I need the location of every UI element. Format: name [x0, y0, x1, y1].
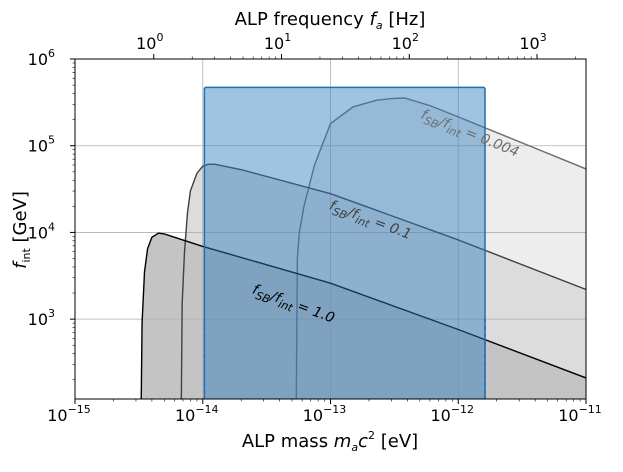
- x-tick-label-1: 10−14: [175, 403, 219, 425]
- series-label-0-sub2: int: [444, 123, 463, 141]
- x-tick-label-0: 10−15: [47, 403, 91, 425]
- y-tick-label-3: 106: [28, 47, 55, 69]
- series-label-0-sub1: SB: [422, 114, 440, 132]
- x-tick-label-2: 10−13: [303, 403, 347, 425]
- x-tick-label-1-base: 10: [175, 406, 195, 425]
- series-line-1: [180, 163, 586, 399]
- y-tick-label-3-exponent: 6: [48, 47, 55, 60]
- x-tick-label-3-base: 10: [430, 406, 450, 425]
- top-tick-label-3: 103: [519, 31, 546, 53]
- top-tick-label-2-base: 10: [392, 34, 412, 53]
- x-axis-title: ALP mass mac2 [eV]: [242, 429, 418, 454]
- top-tick-label-3-exponent: 3: [540, 31, 547, 44]
- series-label-2-sub1: SB: [254, 289, 272, 306]
- x-tick-label-2-base: 10: [303, 406, 323, 425]
- series-line-2: [140, 232, 586, 399]
- y-tick-label-2: 105: [28, 134, 55, 156]
- x-tick-label-0-base: 10: [47, 406, 67, 425]
- top-x-axis-title: ALP frequency fa [Hz]: [235, 9, 426, 32]
- x-tick-label-3-exponent: −12: [451, 403, 474, 416]
- x-tick-label-4-exponent: −11: [579, 403, 602, 416]
- x-tick-label-4: 10−11: [558, 403, 602, 425]
- y-tick-label-1: 104: [28, 220, 55, 242]
- top-tick-label-0: 100: [136, 31, 163, 53]
- top-tick-label-1-exponent: 1: [284, 31, 291, 44]
- x-tick-label-3: 10−12: [430, 403, 474, 425]
- y-tick-label-1-base: 10: [28, 223, 48, 242]
- series-label-2-sub2: int: [276, 297, 295, 314]
- y-tick-label-0-exponent: 3: [48, 307, 55, 320]
- y-tick-label-2-exponent: 5: [48, 134, 55, 147]
- series-label-1-sub1: SB: [331, 205, 349, 222]
- y-axis-title: fint [GeV]: [10, 191, 33, 269]
- blue-region-fill: [204, 87, 486, 399]
- top-tick-label-1: 101: [264, 31, 291, 53]
- y-tick-label-3-base: 10: [28, 50, 48, 69]
- top-tick-label-2: 102: [392, 31, 419, 53]
- tick-layer: 10−15 10−14 10−13 10−12 10−11103104105106100…: [28, 31, 602, 425]
- x-tick-label-0-exponent: −15: [68, 403, 91, 416]
- series-label-1-sub2: int: [353, 213, 372, 230]
- series-line-0: [295, 97, 586, 399]
- top-tick-label-0-exponent: 0: [156, 31, 163, 44]
- top-tick-label-2-exponent: 2: [412, 31, 419, 44]
- x-tick-label-4-base: 10: [558, 406, 578, 425]
- y-tick-label-2-base: 10: [28, 137, 48, 156]
- region-fill-2: [141, 233, 586, 399]
- y-tick-label-0: 103: [28, 307, 55, 329]
- x-tick-label-2-exponent: −13: [323, 403, 346, 416]
- top-tick-label-0-base: 10: [136, 34, 156, 53]
- x-tick-label-1-exponent: −14: [195, 403, 218, 416]
- y-tick-label-0-base: 10: [28, 310, 48, 329]
- blue-region-outline: [203, 86, 486, 399]
- y-tick-label-1-exponent: 4: [48, 220, 55, 233]
- top-tick-label-3-base: 10: [519, 34, 539, 53]
- top-tick-label-1-base: 10: [264, 34, 284, 53]
